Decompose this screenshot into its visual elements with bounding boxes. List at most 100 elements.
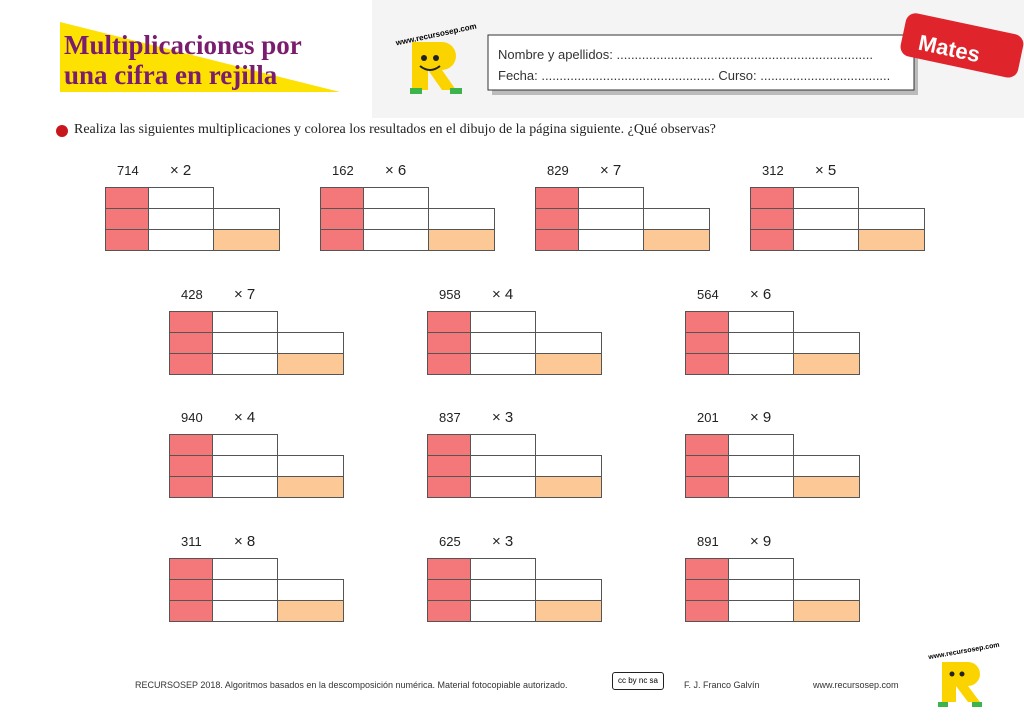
- grid-cell: [363, 229, 429, 251]
- grid-cell: [212, 332, 278, 354]
- footer-website: www.recursosep.com: [813, 680, 899, 690]
- grid-cell: [277, 600, 344, 622]
- grid-cell: [793, 455, 860, 477]
- grid-cell: [169, 434, 213, 456]
- footer-logo: [938, 662, 982, 707]
- grid-cell: [535, 600, 602, 622]
- grid-cell: [685, 434, 729, 456]
- grid-cell: [728, 311, 794, 333]
- grid-cell: [213, 229, 280, 251]
- grid-cell: [793, 229, 859, 251]
- grid-cell: [363, 208, 429, 230]
- license-badge: cc by nc sa: [612, 672, 664, 690]
- grid-cell: [728, 600, 794, 622]
- multiplicand: 891: [697, 534, 719, 549]
- grid-cell: [212, 600, 278, 622]
- grid-cell: [212, 476, 278, 498]
- grid-cell: [535, 476, 602, 498]
- grid-cell: [363, 187, 429, 209]
- multiplier: × 7: [234, 286, 256, 303]
- multiplicand: 829: [547, 163, 569, 178]
- grid-cell: [148, 208, 214, 230]
- bullet: [56, 125, 68, 137]
- title-line: Multiplicaciones por: [64, 30, 302, 60]
- grid-cell: [793, 332, 860, 354]
- title-line: una cifra en rejilla: [64, 60, 278, 90]
- grid-cell: [427, 600, 471, 622]
- grid-cell: [578, 229, 644, 251]
- grid-cell: [728, 353, 794, 375]
- multiplier: × 3: [492, 409, 514, 426]
- multiplicand: 564: [697, 287, 719, 302]
- grid-cell: [858, 208, 925, 230]
- grid-cell: [428, 208, 495, 230]
- grid-cell: [728, 558, 794, 580]
- grid-cell: [535, 353, 602, 375]
- multiplier: × 3: [492, 533, 514, 550]
- grid-cell: [169, 311, 213, 333]
- footer-logo-text: www.recursosep.com: [927, 641, 1001, 662]
- multiplicand: 714: [117, 163, 139, 178]
- grid-cell: [427, 579, 471, 601]
- grid-cell: [427, 476, 471, 498]
- grid-cell: [169, 455, 213, 477]
- grid-cell: [793, 208, 859, 230]
- grid-cell: [427, 353, 471, 375]
- multiplicand: 311: [181, 534, 202, 549]
- date-field: Fecha: .................................…: [498, 68, 891, 83]
- grid-cell: [643, 229, 710, 251]
- grid-cell: [858, 229, 925, 251]
- grid-cell: [685, 332, 729, 354]
- grid-cell: [320, 208, 364, 230]
- grid-cell: [685, 311, 729, 333]
- grid-cell: [728, 434, 794, 456]
- instruction: Realiza las siguientes multiplicaciones …: [74, 122, 716, 137]
- multiplicand: 201: [697, 410, 719, 425]
- grid-cell: [578, 187, 644, 209]
- multiplicand: 162: [332, 163, 354, 178]
- grid-cell: [470, 332, 536, 354]
- grid-cell: [750, 229, 794, 251]
- grid-cell: [277, 353, 344, 375]
- grid-cell: [470, 455, 536, 477]
- grid-cell: [212, 434, 278, 456]
- grid-cell: [105, 229, 149, 251]
- grid-cell: [535, 208, 579, 230]
- grid-cell: [427, 311, 471, 333]
- grid-cell: [535, 229, 579, 251]
- grid-cell: [728, 476, 794, 498]
- grid-cell: [277, 579, 344, 601]
- grid-cell: [169, 476, 213, 498]
- grid-cell: [685, 455, 729, 477]
- grid-cell: [169, 579, 213, 601]
- grid-cell: [427, 558, 471, 580]
- grid-cell: [148, 229, 214, 251]
- multiplier: × 4: [492, 286, 514, 303]
- grid-cell: [470, 311, 536, 333]
- multiplier: × 2: [170, 162, 192, 179]
- multiplicand: 625: [439, 534, 461, 549]
- grid-cell: [277, 332, 344, 354]
- grid-cell: [535, 579, 602, 601]
- footer-author: F. J. Franco Galvín: [684, 680, 760, 690]
- grid-cell: [277, 455, 344, 477]
- grid-cell: [427, 455, 471, 477]
- multiplier: × 6: [750, 286, 772, 303]
- header-graphics: [0, 0, 1024, 118]
- grid-cell: [470, 558, 536, 580]
- grid-cell: [212, 353, 278, 375]
- grid-cell: [535, 332, 602, 354]
- grid-cell: [685, 353, 729, 375]
- grid-cell: [212, 455, 278, 477]
- grid-cell: [212, 558, 278, 580]
- name-field: Nombre y apellidos: ....................…: [498, 47, 873, 62]
- grid-cell: [685, 558, 729, 580]
- grid-cell: [793, 187, 859, 209]
- multiplier: × 9: [750, 533, 772, 550]
- multiplicand: 312: [762, 163, 784, 178]
- grid-cell: [793, 579, 860, 601]
- grid-cell: [685, 600, 729, 622]
- grid-cell: [728, 455, 794, 477]
- grid-cell: [728, 579, 794, 601]
- grid-cell: [750, 208, 794, 230]
